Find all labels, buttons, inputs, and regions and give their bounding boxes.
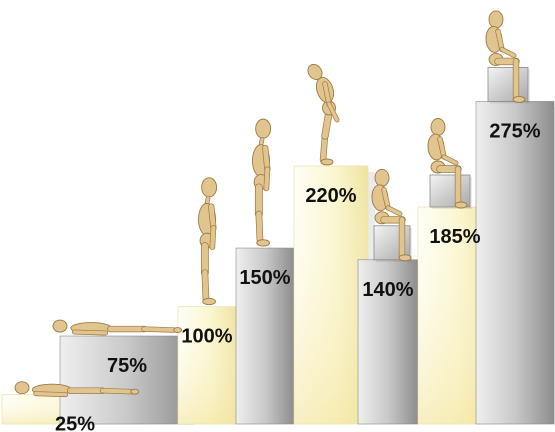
bar [59, 335, 195, 425]
seat-box-2 [429, 174, 471, 208]
data-label: 25% [55, 414, 95, 432]
data-label: 100% [181, 326, 232, 348]
bar [235, 247, 295, 425]
figures [14, 10, 526, 398]
data-label: 185% [429, 226, 480, 248]
figure-boxes [373, 67, 530, 262]
figure-standing-2 [252, 118, 272, 247]
bar-tint [294, 165, 368, 424]
data-label: 150% [239, 267, 290, 289]
figure-sitting-1 [371, 168, 412, 262]
figure-sitting-3 [485, 10, 526, 103]
seat-box-3 [487, 67, 529, 102]
data-label: 140% [362, 279, 413, 301]
figure-bending [307, 63, 340, 166]
bar-tint [178, 306, 236, 424]
data-label: 275% [489, 120, 540, 142]
data-label: 220% [305, 185, 356, 207]
figure-lying-2 [52, 319, 183, 336]
figure-lying-1 [14, 381, 140, 398]
figure-sitting-2 [427, 118, 468, 209]
bar [475, 101, 555, 425]
bars [1, 101, 555, 425]
value-labels: 25% 75% 100% 150% 220% 140% 185% 275% [55, 120, 541, 432]
figure-standing-1 [198, 177, 218, 306]
data-label: 75% [107, 355, 147, 377]
